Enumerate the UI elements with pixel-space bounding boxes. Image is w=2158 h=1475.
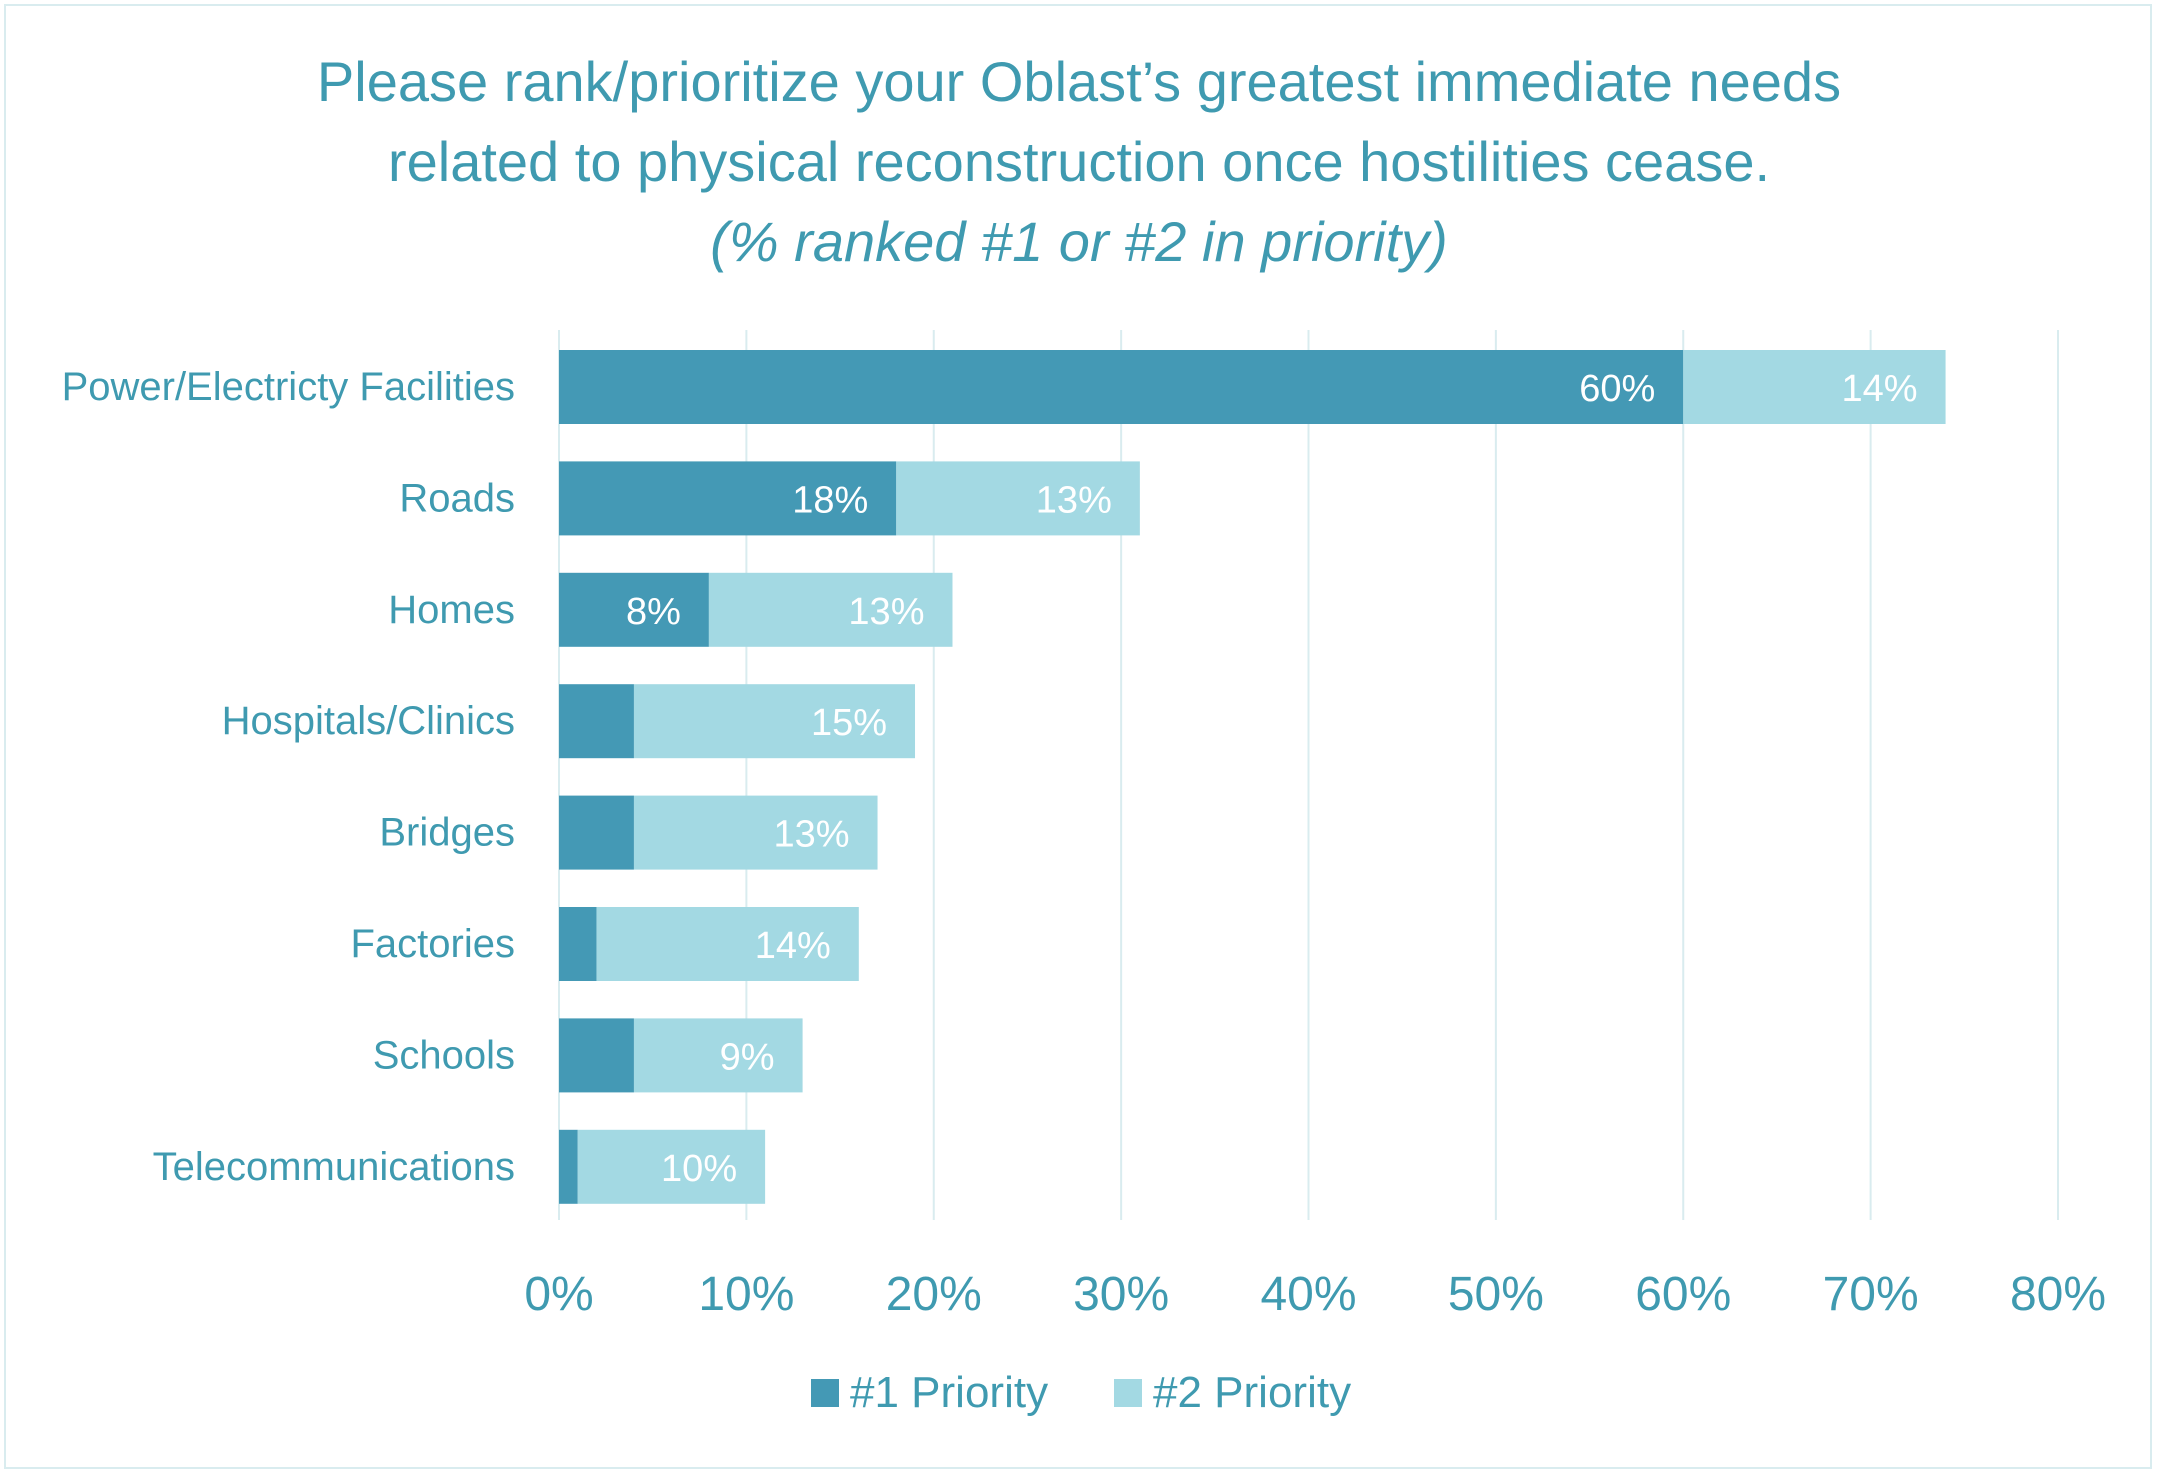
chart-title-block: Please rank/prioritize your Oblast’s gre… [0,42,2158,282]
x-tick-label: 40% [1260,1268,1356,1321]
category-labels: Power/Electricty Facilities Roads Homes Hos… [62,365,515,1189]
bar-segment-priority-2 [708,572,953,647]
data-label: 13% [848,591,924,633]
x-tick-label: 70% [1823,1268,1919,1321]
category-label: Bridges [379,811,515,855]
bar-segment-priority-2 [633,684,916,759]
bar-segment-priority-1 [559,795,634,870]
bar-segment-priority-1 [559,350,1684,424]
x-tick-label: 30% [1073,1268,1169,1321]
category-label: Power/Electricty Facilities [62,365,515,409]
legend-swatch [811,1379,839,1407]
x-tick-label: 20% [886,1268,982,1321]
legend-swatch [1114,1379,1142,1407]
category-label: Homes [388,588,515,632]
x-tick-label: 50% [1448,1268,1544,1321]
data-label: 10% [661,1148,737,1190]
bar-segment-priority-2 [1683,350,1946,424]
chart-subtitle: (% ranked #1 or #2 in priority) [710,210,1448,273]
data-label: 18% [792,479,868,521]
legend: #1 Priority #2 Priority [811,1368,1351,1417]
category-label: Telecommunications [153,1145,515,1189]
bar-segment-priority-2 [896,461,1140,536]
data-label: 13% [1036,479,1112,521]
data-label: 14% [755,925,831,967]
bar-segment-priority-1 [559,572,709,647]
data-label: 60% [1579,368,1655,410]
bar-segment-priority-1 [559,907,597,981]
data-label: 9% [720,1036,775,1078]
bar-segment-priority-1 [559,1018,634,1093]
category-label: Roads [399,476,515,520]
chart-frame [4,4,2152,1469]
x-tick-label: 80% [2010,1268,2106,1321]
bar-segment-priority-2 [596,907,859,981]
bar-segment-priority-1 [559,684,634,759]
category-label: Hospitals/Clinics [222,699,515,743]
bars: 60% 14% 18% 13% 8% 13% 15% 13% 14% 9% 10% [559,350,1946,1204]
data-label: 13% [773,814,849,856]
data-label: 14% [1842,368,1918,410]
bar-segment-priority-1 [559,1129,578,1204]
data-label: 8% [626,591,681,633]
bar-segment-priority-1 [559,461,897,536]
x-tick-labels: 0% 10% 20% 30% 40% 50% 60% 70% 80% [524,1268,2106,1321]
bar-segment-priority-2 [633,1018,803,1093]
chart-title-line-2: related to physical reconstruction once … [387,130,1771,193]
x-tick-label: 60% [1635,1268,1731,1321]
bar-segment-priority-2 [633,795,878,870]
category-label: Factories [351,922,516,966]
data-label: 15% [811,702,887,744]
x-tick-label: 0% [524,1268,593,1321]
category-label: Schools [373,1033,515,1077]
legend-label: #2 Priority [1153,1368,1351,1417]
legend-label: #1 Priority [850,1368,1048,1417]
chart-title-line-1: Please rank/prioritize your Oblast’s gre… [316,50,1842,113]
x-tick-label: 10% [698,1268,794,1321]
bar-segment-priority-2 [577,1129,766,1204]
